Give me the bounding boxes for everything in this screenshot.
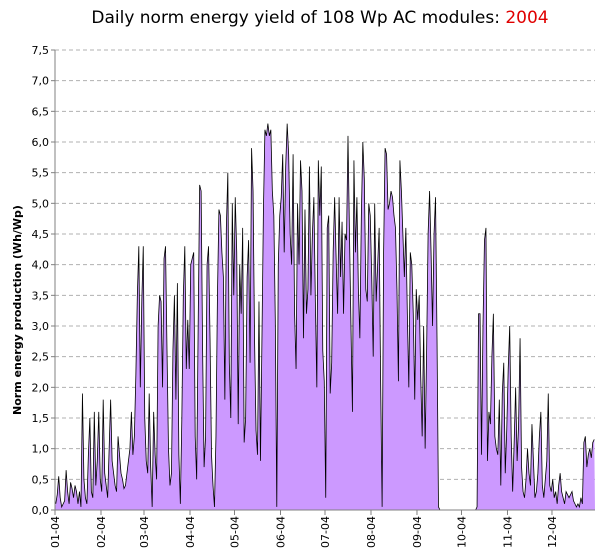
y-tick-label: 6,0 [32, 136, 50, 149]
y-tick-label: 4,5 [32, 228, 50, 241]
y-tick-label: 4,0 [32, 259, 50, 272]
x-tick-label: 09-04 [411, 516, 424, 548]
x-tick-label: 04-04 [184, 516, 197, 548]
axes [51, 49, 595, 515]
y-tick-labels: 0,0 0,5 1,0 1,5 2,0 2,5 3,0 3,5 4,0 4,5 5,0 5,5 6,0 6… [32, 44, 50, 517]
y-tick-label: 5,0 [32, 197, 50, 210]
y-tick-label: 3,0 [32, 320, 50, 333]
x-tick-label: 05-04 [229, 516, 242, 548]
chart-title-year: 2004 [505, 8, 549, 28]
y-tick-label: 2,0 [32, 381, 50, 394]
y-tick-label: 1,5 [32, 412, 50, 425]
y-axis-label: Norm energy production (Wh/Wp) [11, 205, 24, 415]
y-tick-label: 1,0 [32, 443, 50, 456]
y-tick-label: 0,0 [32, 504, 50, 517]
data-area [55, 123, 595, 511]
x-tick-label: 03-04 [138, 516, 151, 548]
x-tick-label: 07-04 [319, 516, 332, 548]
x-tick-label: 06-04 [274, 516, 287, 548]
y-tick-label: 7,0 [32, 75, 50, 88]
x-tick-label: 01-04 [49, 516, 62, 548]
y-tick-label: 6,5 [32, 105, 50, 118]
y-tick-label: 3,5 [32, 289, 50, 302]
y-tick-label: 2,5 [32, 351, 50, 364]
chart-title-text: Daily norm energy yield of 108 Wp AC mod… [91, 8, 500, 28]
series-area [55, 123, 595, 510]
x-tick-label: 10-04 [455, 516, 468, 548]
x-tick-label: 11-04 [501, 516, 514, 548]
series-line [55, 123, 595, 511]
y-tick-label: 7,5 [32, 44, 50, 57]
x-tick-label: 12-04 [546, 516, 559, 548]
x-tick-labels: 01-04 02-04 03-04 04-04 05-04 06-04 07-04 08-04… [49, 516, 559, 548]
chart-title: Daily norm energy yield of 108 Wp AC mod… [0, 8, 610, 28]
x-tick-label: 08-04 [365, 516, 378, 548]
y-tick-label: 5,5 [32, 167, 50, 180]
x-tick-label: 02-04 [95, 516, 108, 548]
y-tick-label: 0,5 [32, 473, 50, 486]
